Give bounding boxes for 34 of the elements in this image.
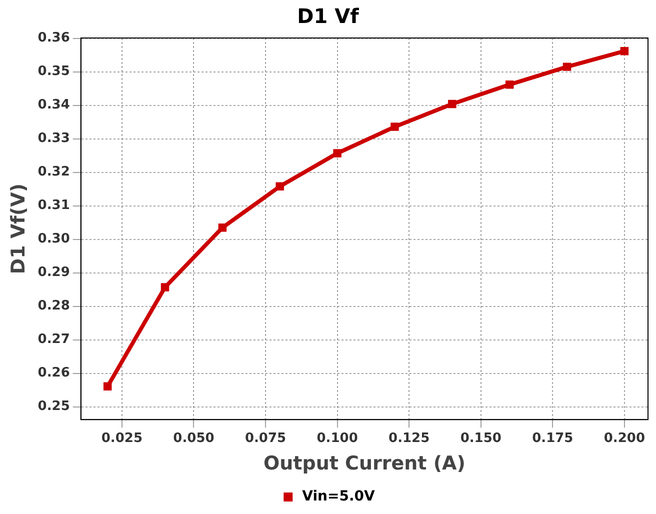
y-axis-title: D1 Vf(V)	[7, 183, 30, 274]
point	[160, 283, 170, 292]
point	[333, 149, 342, 158]
point	[103, 382, 112, 391]
point	[276, 182, 284, 191]
y-tick-label: 0.27	[38, 332, 70, 348]
x-axis-title: Output Current (A)	[263, 452, 466, 475]
y-tick-label: 0.29	[38, 265, 70, 280]
x-tick-label: 0.025	[101, 430, 142, 446]
y-tick-label: 0.30	[38, 232, 70, 247]
point	[448, 100, 456, 108]
point	[390, 122, 399, 131]
y-tick-label: 0.28	[38, 298, 70, 314]
point	[562, 62, 572, 71]
x-tick-label: 0.050	[173, 430, 214, 446]
y-tick-label: 0.25	[38, 399, 70, 414]
chart-title: D1 Vf	[297, 4, 360, 28]
y-tick-label: 0.33	[38, 131, 70, 146]
y-tick-label: 0.34	[38, 98, 70, 113]
x-tick-label: 0.100	[316, 430, 358, 446]
x-tick-label: 0.200	[604, 430, 646, 446]
x-tick-label: 0.150	[460, 430, 502, 446]
x-tick-label: 0.125	[388, 430, 430, 446]
y-tick-label: 0.36	[38, 30, 70, 46]
y-tick-label: 0.26	[38, 366, 70, 381]
legend-label: Vin=5.0V	[302, 488, 376, 505]
point	[218, 224, 227, 232]
point	[505, 80, 514, 89]
x-tick-label: 0.175	[532, 430, 574, 446]
x-tick-label: 0.075	[244, 430, 286, 446]
y-tick-label: 0.31	[38, 198, 70, 214]
point	[620, 46, 629, 56]
y-tick-label: 0.32	[38, 164, 70, 180]
y-tick-label: 0.35	[38, 64, 70, 80]
